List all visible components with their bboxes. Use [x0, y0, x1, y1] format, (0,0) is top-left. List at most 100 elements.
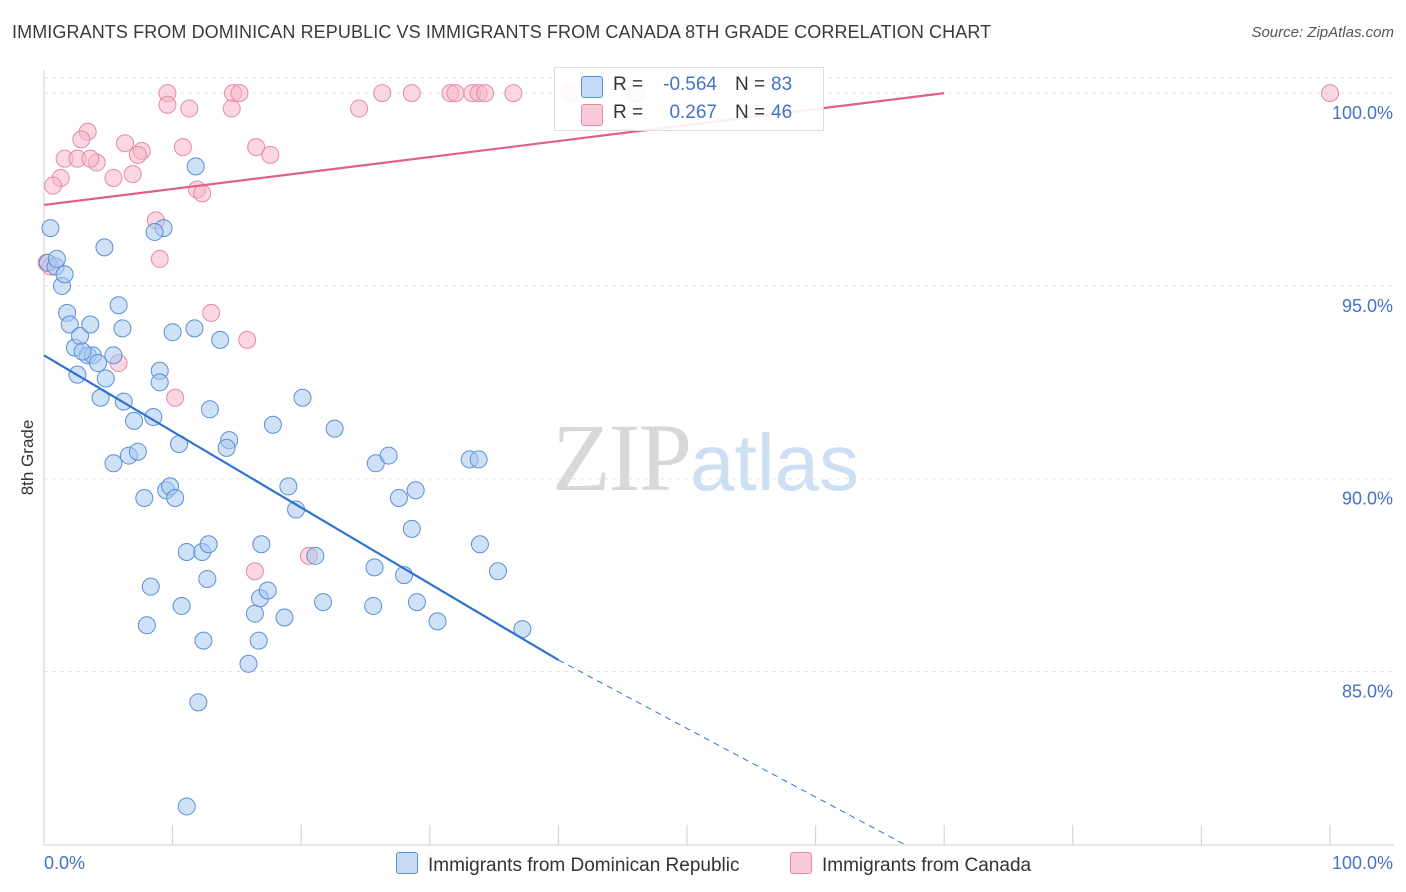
dominican-point — [55, 265, 74, 284]
dominican-point — [365, 558, 384, 577]
legend-n-label: N = — [735, 102, 766, 123]
legend-n-value: 83 — [771, 74, 793, 95]
dominican-point — [172, 596, 191, 615]
canada-point — [44, 176, 63, 195]
source-label: Source: ZipAtlas.com — [1251, 24, 1394, 41]
dominican-point — [217, 438, 236, 457]
dominican-point — [389, 488, 408, 507]
series-legend: Immigrants from Dominican Republic Immig… — [0, 852, 1406, 878]
dominican-points — [38, 157, 532, 816]
grid-lines — [44, 77, 1394, 672]
x-tick-label: 0.0% — [44, 853, 85, 873]
dominican-point — [200, 400, 219, 419]
dominican-point — [189, 693, 208, 712]
dominican-point — [104, 454, 123, 473]
dominican-point — [249, 631, 268, 650]
dominican-point — [109, 296, 128, 315]
canada-points — [37, 84, 1339, 581]
dominican-point — [73, 342, 92, 361]
canada-point — [81, 149, 100, 168]
dominican-point — [306, 546, 325, 565]
dominican-point — [144, 408, 163, 427]
dominican-point — [258, 581, 277, 600]
dominican-point — [177, 797, 196, 816]
dominican-point — [95, 238, 114, 257]
dominican-point — [325, 419, 344, 438]
canada-point — [230, 84, 249, 103]
dominican-point — [135, 488, 154, 507]
canada-point — [1321, 84, 1339, 103]
dominican-point — [314, 593, 333, 612]
trend-lines — [43, 92, 945, 846]
dominican-point — [150, 373, 169, 392]
dominican-point — [60, 315, 79, 334]
canada-point — [504, 84, 523, 103]
canada-point — [261, 145, 280, 164]
legend-swatch-blue — [396, 852, 418, 874]
canada-point — [116, 134, 135, 153]
axes — [43, 70, 1394, 846]
legend-r-value: 0.267 — [669, 102, 717, 123]
legend-n-label: N = — [735, 74, 766, 95]
dominican-point — [81, 315, 100, 334]
dominican-point — [104, 346, 123, 365]
watermark-zip: ZIP — [552, 404, 692, 511]
legend-label-dominican: Immigrants from Dominican Republic — [428, 855, 740, 876]
dominican-point — [470, 535, 489, 554]
dominican-point — [211, 330, 230, 349]
y-tick-label: 85.0% — [1342, 681, 1393, 701]
legend-n-value: 46 — [771, 102, 793, 123]
legend-item-dominican[interactable]: Immigrants from Dominican Republic — [396, 852, 740, 877]
dominican-point — [263, 415, 282, 434]
dominican-point — [469, 450, 488, 469]
dominican-point — [402, 519, 421, 538]
dominican-point — [406, 481, 425, 500]
dominican-point — [194, 631, 213, 650]
dominican-point — [252, 535, 271, 554]
canada-point — [123, 165, 142, 184]
legend-row-dominican: R = -0.564 N = 83 — [555, 72, 823, 100]
canada-point — [193, 184, 212, 203]
legend-swatch-blue — [581, 76, 603, 98]
watermark: ZIPatlas — [552, 402, 859, 513]
dominican-point — [186, 157, 205, 176]
dominican-point — [177, 542, 196, 561]
canada-point — [72, 130, 91, 149]
canada-point — [104, 168, 123, 187]
dominican-point — [96, 369, 115, 388]
dominican-point — [113, 319, 132, 338]
canada-point — [166, 388, 185, 407]
tick-labels: 85.0% 90.0% 95.0% 100.0% 0.0% 100.0% 8th Grade — [18, 103, 1393, 873]
legend-r-value: -0.564 — [663, 74, 717, 95]
canada-point — [180, 99, 199, 118]
dominican-point — [47, 249, 66, 268]
dominican-point — [163, 323, 182, 342]
legend-r-label: R = — [613, 102, 644, 123]
canada-point — [150, 249, 169, 268]
dominican-point — [293, 388, 312, 407]
legend-label-canada: Immigrants from Canada — [822, 855, 1032, 876]
dominican-point — [279, 477, 298, 496]
dominican-point — [199, 535, 218, 554]
legend-item-canada[interactable]: Immigrants from Canada — [790, 852, 1031, 877]
dominican-point — [239, 654, 258, 673]
dominican-point — [141, 577, 160, 596]
y-tick-label: 90.0% — [1342, 489, 1393, 509]
dominican-point — [166, 488, 185, 507]
dominican-trend-extension — [558, 659, 906, 846]
canada-point — [247, 138, 266, 157]
x-tick-label: 100.0% — [1332, 853, 1393, 873]
stats-legend: R = -0.564 N = 83 R = 0.267 N = 46 — [554, 67, 824, 131]
dominican-point — [379, 446, 398, 465]
chart-title: IMMIGRANTS FROM DOMINICAN REPUBLIC VS IM… — [12, 22, 992, 42]
y-tick-label: 100.0% — [1332, 103, 1393, 123]
dominican-point — [137, 616, 156, 635]
dominican-point — [145, 222, 164, 241]
canada-point — [128, 145, 147, 164]
dominican-point — [428, 612, 447, 631]
dominican-point — [125, 411, 144, 430]
canada-point — [402, 84, 421, 103]
legend-swatch-pink — [581, 104, 603, 126]
dominican-point — [245, 604, 264, 623]
